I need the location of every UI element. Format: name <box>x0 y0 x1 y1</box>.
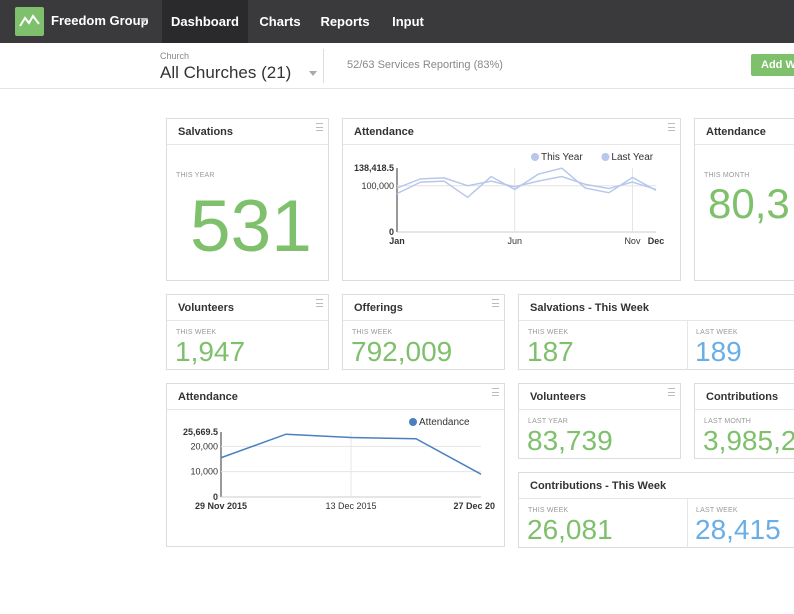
metric-value: 80,3 <box>708 180 790 227</box>
widget-title: Offerings <box>354 302 403 314</box>
divider <box>695 409 794 410</box>
divider <box>519 409 680 410</box>
metric-value: 1,947 <box>175 336 246 367</box>
app-logo[interactable] <box>15 7 44 36</box>
widget-salvations: Salvations THIS YEAR 531 <box>166 118 329 281</box>
x-tick-label: Dec <box>648 236 665 246</box>
widget-title: Salvations - This Week <box>530 302 650 314</box>
y-tick-label: 20,000 <box>190 441 218 451</box>
period-label: THIS WEEK <box>176 329 217 336</box>
widget-title: Attendance <box>706 126 766 138</box>
y-tick-label: 0 <box>389 227 394 237</box>
series-line-attendance <box>220 433 482 475</box>
filter-bar: Church All Churches (21) 52/63 Services … <box>0 43 794 89</box>
period-label: LAST WEEK <box>696 507 738 514</box>
period-label: THIS YEAR <box>176 172 215 179</box>
metric-value: 187 <box>527 336 574 367</box>
x-tick-label: Jan <box>389 236 405 246</box>
period-label: THIS WEEK <box>352 329 393 336</box>
widget-contributions-week: Contributions - This Week THIS WEEK 26,0… <box>518 472 794 548</box>
y-tick-label: 25,669.5 <box>183 427 218 437</box>
series-line-last-year <box>396 167 657 199</box>
divider <box>687 499 688 548</box>
divider <box>167 409 504 410</box>
divider <box>323 49 324 83</box>
divider <box>687 321 688 370</box>
attendance-weekly-line-chart: 25,669.5 20,000 10,000 029 Nov 2015 13 Dec 2… <box>183 417 495 511</box>
chart-logo-icon <box>19 14 40 27</box>
nav-reports[interactable]: Reports <box>320 14 370 29</box>
period-label: THIS WEEK <box>528 329 569 336</box>
menu-icon[interactable] <box>316 299 323 307</box>
widget-volunteers-week: Volunteers THIS WEEK 1,947 <box>166 294 329 370</box>
church-select[interactable]: All Churches (21) <box>160 63 292 82</box>
metric-value: 83,739 <box>527 425 613 456</box>
divider <box>343 320 504 321</box>
legend-label: Last Year <box>611 152 653 163</box>
y-tick-label: 10,000 <box>190 467 218 477</box>
widget-title: Contributions <box>706 391 779 403</box>
period-label: LAST YEAR <box>528 418 569 425</box>
comparison-value: 28,415 <box>695 514 781 545</box>
x-tick-label: 27 Dec 20 <box>453 501 495 511</box>
widget-volunteers-year: Volunteers LAST YEAR 83,739 <box>518 383 681 459</box>
legend-marker <box>531 153 539 161</box>
top-nav-bar: Freedom Group Dashboard Charts Reports I… <box>0 0 794 43</box>
divider <box>343 144 680 145</box>
divider <box>167 144 328 145</box>
services-reporting-status: 52/63 Services Reporting (83%) <box>347 59 503 71</box>
church-label: Church <box>160 51 190 61</box>
divider <box>167 320 328 321</box>
period-label: LAST MONTH <box>704 418 751 425</box>
divider <box>519 320 794 321</box>
period-label: LAST WEEK <box>696 329 738 336</box>
widget-attendance-month: Attendance THIS MONTH 80,3 <box>694 118 794 281</box>
menu-icon[interactable] <box>668 123 675 131</box>
widget-title: Attendance <box>354 126 414 138</box>
widget-title: Salvations <box>178 126 234 138</box>
menu-icon[interactable] <box>668 388 675 396</box>
widget-contributions: Contributions LAST MONTH 3,985,2 <box>694 383 794 459</box>
widget-offerings: Offerings THIS WEEK 792,009 <box>342 294 505 370</box>
add-widget-button[interactable]: Add Widget <box>751 54 794 76</box>
x-tick-label: Nov <box>624 236 641 246</box>
widget-title: Contributions - This Week <box>530 480 667 492</box>
legend-label: Attendance <box>419 417 470 428</box>
widget-title: Volunteers <box>530 391 587 403</box>
menu-icon[interactable] <box>316 123 323 131</box>
series-line-this-year <box>396 175 657 191</box>
menu-icon[interactable] <box>492 388 499 396</box>
divider <box>695 144 794 145</box>
x-tick-label: 13 Dec 2015 <box>325 501 376 511</box>
y-tick-label: 138,418.5 <box>354 163 394 173</box>
legend-label: This Year <box>541 152 583 163</box>
widget-attendance-weekly-chart: Attendance 25,669.5 20,000 10,000 0 29 Nov 2… <box>166 383 505 547</box>
comparison-value: 189 <box>695 336 742 367</box>
metric-value: 531 <box>190 186 312 267</box>
x-tick-label: 29 Nov 2015 <box>195 501 247 511</box>
chevron-down-icon[interactable] <box>140 18 148 23</box>
chevron-down-icon[interactable] <box>309 71 317 76</box>
y-tick-label: 100,000 <box>361 181 394 191</box>
divider <box>519 498 794 499</box>
legend-marker <box>409 418 417 426</box>
period-label: THIS MONTH <box>704 172 750 179</box>
legend-marker <box>601 153 610 161</box>
widget-title: Attendance <box>178 391 238 403</box>
y-tick-label: 0 <box>213 492 218 502</box>
nav-dashboard[interactable]: Dashboard <box>162 0 248 43</box>
metric-value: 3,985,2 <box>703 425 794 456</box>
widget-salvations-week: Salvations - This Week THIS WEEK 187 LAS… <box>518 294 794 370</box>
nav-charts[interactable]: Charts <box>259 14 301 29</box>
period-label: THIS WEEK <box>528 507 569 514</box>
x-tick-label: Jun <box>507 236 522 246</box>
metric-value: 792,009 <box>351 336 453 367</box>
widget-attendance-chart: Attendance 138,418.5 100,000 0 Jan Jun Nov Dec… <box>342 118 681 281</box>
widget-title: Volunteers <box>178 302 235 314</box>
nav-input[interactable]: Input <box>392 14 424 29</box>
org-switcher[interactable]: Freedom Group <box>51 13 149 28</box>
metric-value: 26,081 <box>527 514 613 545</box>
menu-icon[interactable] <box>492 299 499 307</box>
